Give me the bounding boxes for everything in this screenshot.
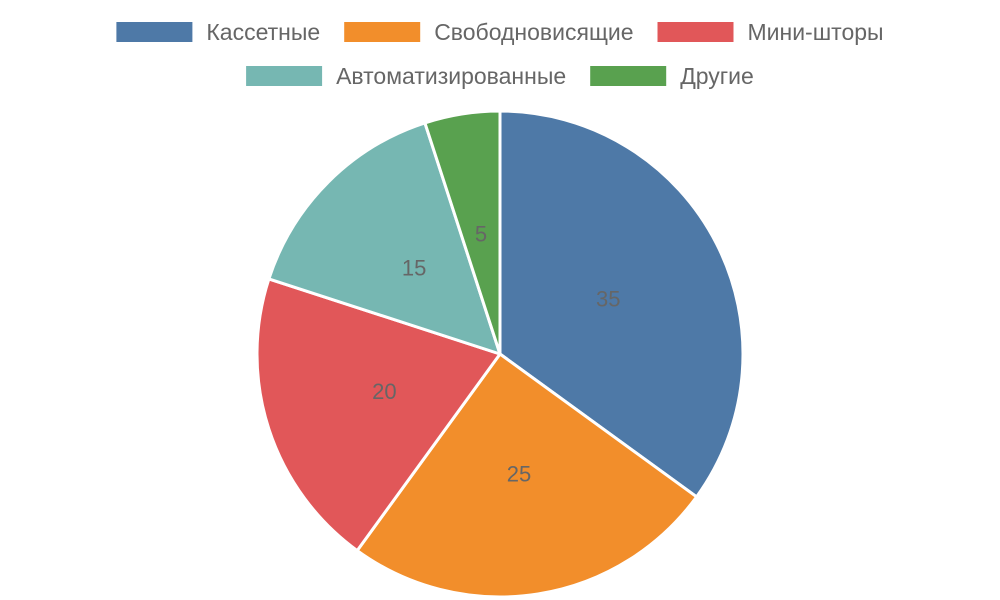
- legend-item-2[interactable]: Свободновисящие: [344, 19, 634, 45]
- legend: Кассетные Свободновисящие Мини-шторы Автома…: [116, 19, 884, 89]
- pie-slice-2: [355, 352, 699, 599]
- slice-label-3: 20: [372, 379, 396, 404]
- legend-label-5: Другие: [680, 63, 754, 89]
- slice-label-5: 5: [475, 222, 487, 247]
- legend-item-5[interactable]: Другие: [590, 63, 754, 89]
- legend-swatch-1: [116, 22, 193, 42]
- slice-label-4: 15: [402, 256, 426, 281]
- legend-label-1: Кассетные: [206, 19, 320, 45]
- legend-item-4[interactable]: Автоматизированные: [246, 63, 566, 89]
- legend-swatch-5: [590, 66, 667, 86]
- legend-item-3[interactable]: Мини-шторы: [657, 19, 884, 45]
- legend-swatch-2: [344, 22, 421, 42]
- legend-label-4: Автоматизированные: [336, 63, 566, 89]
- slice-label-2: 25: [507, 462, 531, 487]
- legend-label-2: Свободновисящие: [434, 19, 633, 45]
- pie-slice-1: [498, 109, 745, 499]
- pie-slice-5: [423, 109, 502, 356]
- legend-swatch-3: [657, 22, 734, 42]
- legend-item-1[interactable]: Кассетные: [116, 19, 320, 45]
- slice-labels: 35 25 20 15 5: [372, 222, 620, 487]
- pie-slices: [255, 109, 745, 599]
- pie-slice-3: [255, 277, 502, 553]
- legend-swatch-4: [246, 66, 323, 86]
- legend-label-3: Мини-шторы: [748, 19, 884, 45]
- slice-label-1: 35: [596, 286, 620, 311]
